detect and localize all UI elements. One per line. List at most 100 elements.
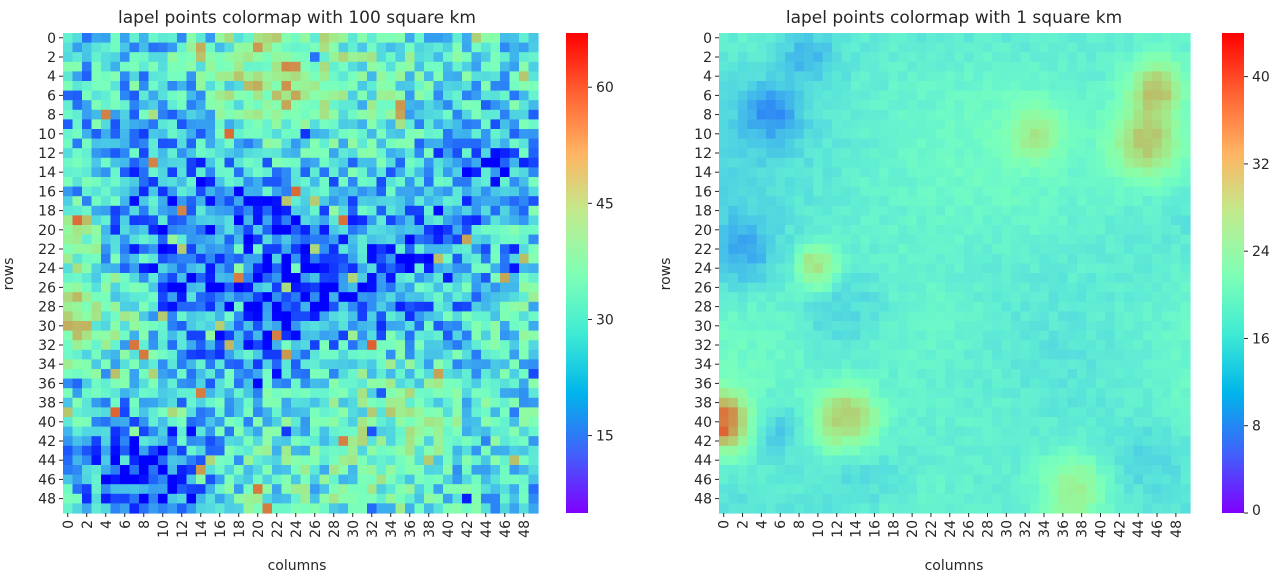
heatmap-cell (396, 158, 406, 168)
heatmap-cell (215, 417, 225, 427)
heatmap-cell (120, 340, 130, 350)
heatmap-cell (1096, 244, 1106, 254)
heatmap-cell (1181, 263, 1191, 273)
heatmap-cell (291, 455, 301, 465)
heatmap-cell (101, 283, 111, 293)
heatmap-cell (832, 100, 842, 110)
heatmap-cell (434, 129, 444, 139)
heatmap-cell (841, 167, 851, 177)
heatmap-cell (1077, 71, 1087, 81)
heatmap-cell (206, 321, 216, 331)
heatmap-cell (860, 91, 870, 101)
heatmap-cell (462, 187, 472, 197)
heatmap-cell (187, 398, 197, 408)
heatmap-cell (955, 263, 965, 273)
heatmap-cell (1105, 158, 1115, 168)
heatmap-cell (358, 340, 368, 350)
heatmap-cell (719, 369, 729, 379)
heatmap-cell (1039, 455, 1049, 465)
heatmap-cell (367, 494, 377, 504)
heatmap-cell (823, 244, 833, 254)
heatmap-cell (529, 369, 539, 379)
heatmap-cell (1002, 235, 1012, 245)
heatmap-cell (196, 369, 206, 379)
heatmap-cell (955, 398, 965, 408)
heatmap-cell (510, 379, 520, 389)
heatmap-cell (851, 62, 861, 72)
heatmap-cell (757, 446, 767, 456)
heatmap-cell (82, 503, 92, 513)
heatmap-cell (415, 417, 425, 427)
heatmap-cell (263, 359, 273, 369)
heatmap-cell (889, 484, 899, 494)
heatmap-cell (1115, 91, 1125, 101)
heatmap-cell (719, 91, 729, 101)
heatmap-cell (1049, 81, 1059, 91)
heatmap-cell (1011, 139, 1021, 149)
heatmap-cell (348, 62, 358, 72)
heatmap-cell (926, 263, 936, 273)
heatmap-cell (253, 235, 263, 245)
heatmap-cell (272, 273, 282, 283)
heatmap-cell (1086, 244, 1096, 254)
heatmap-cell (225, 225, 235, 235)
heatmap-cell (973, 148, 983, 158)
heatmap-cell (747, 427, 757, 437)
heatmap-cell (945, 33, 955, 43)
heatmap-cell (386, 475, 396, 485)
heatmap-chart-right: lapel points colormap with 1 square km 0… (643, 0, 1283, 577)
heatmap-cell (73, 350, 83, 360)
heatmap-cell (529, 81, 539, 91)
heatmap-cell (794, 158, 804, 168)
heatmap-cell (898, 359, 908, 369)
heatmap-cell (339, 455, 349, 465)
heatmap-cell (168, 215, 178, 225)
heatmap-cell (907, 273, 917, 283)
heatmap-cell (329, 177, 339, 187)
heatmap-cell (301, 475, 311, 485)
heatmap-cell (1020, 292, 1030, 302)
heatmap-cell (776, 398, 786, 408)
heatmap-cell (1171, 340, 1181, 350)
heatmap-cell (291, 263, 301, 273)
heatmap-cell (358, 254, 368, 264)
heatmap-cell (63, 503, 73, 513)
heatmap-cell (1143, 244, 1153, 254)
heatmap-cell (491, 215, 501, 225)
heatmap-cell (510, 254, 520, 264)
heatmap-cell (1030, 283, 1040, 293)
heatmap-cell (983, 235, 993, 245)
heatmap-cell (139, 398, 149, 408)
heatmap-cell (766, 350, 776, 360)
heatmap-cell (215, 350, 225, 360)
heatmap-cell (1181, 475, 1191, 485)
heatmap-cell (481, 71, 491, 81)
heatmap-cell (348, 148, 358, 158)
heatmap-cell (813, 340, 823, 350)
x-tick-label: 24 (289, 520, 305, 538)
heatmap-cell (794, 91, 804, 101)
heatmap-cell (823, 283, 833, 293)
heatmap-cell (898, 244, 908, 254)
heatmap-cell (358, 43, 368, 53)
heatmap-cell (225, 81, 235, 91)
heatmap-cell (841, 331, 851, 341)
heatmap-cell (1020, 369, 1030, 379)
heatmap-cell (1124, 100, 1134, 110)
heatmap-cell (187, 331, 197, 341)
heatmap-cell (225, 206, 235, 216)
heatmap-cell (936, 52, 946, 62)
heatmap-cell (1020, 417, 1030, 427)
heatmap-cell (168, 379, 178, 389)
heatmap-cell (329, 100, 339, 110)
heatmap-cell (139, 235, 149, 245)
heatmap-cell (244, 206, 254, 216)
heatmap-cell (794, 167, 804, 177)
heatmap-cell (907, 167, 917, 177)
heatmap-cell (973, 379, 983, 389)
heatmap-cell (339, 494, 349, 504)
heatmap-cell (879, 119, 889, 129)
heatmap-cell (462, 71, 472, 81)
heatmap-cell (282, 43, 292, 53)
heatmap-cell (1086, 475, 1096, 485)
